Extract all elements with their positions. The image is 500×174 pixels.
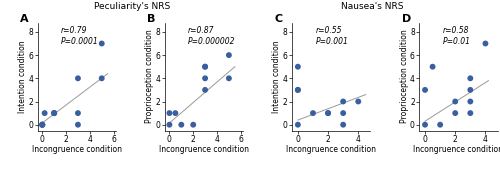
Text: r=0.55
P=0.001: r=0.55 P=0.001 <box>316 26 348 46</box>
Point <box>482 42 490 45</box>
Point <box>98 42 106 45</box>
Point <box>428 65 436 68</box>
Point <box>98 77 106 80</box>
Y-axis label: Intention condition: Intention condition <box>272 40 281 113</box>
Point <box>189 123 197 126</box>
Text: r=0.58
P=0.01: r=0.58 P=0.01 <box>442 26 470 46</box>
Point <box>339 100 347 103</box>
Point <box>40 112 48 114</box>
Text: C: C <box>274 14 282 24</box>
Text: r=0.87
P=0.000002: r=0.87 P=0.000002 <box>188 26 236 46</box>
Point <box>172 112 179 114</box>
X-axis label: Incongruence condition: Incongruence condition <box>159 145 249 154</box>
Point <box>451 112 459 114</box>
Point <box>74 77 82 80</box>
X-axis label: Incongruence condition: Incongruence condition <box>414 145 500 154</box>
Point <box>166 112 173 114</box>
Point <box>466 77 474 80</box>
Point <box>309 112 317 114</box>
Point <box>50 112 58 114</box>
Point <box>74 123 82 126</box>
Point <box>294 89 302 91</box>
Point <box>38 123 46 126</box>
Point <box>354 100 362 103</box>
Text: A: A <box>20 14 29 24</box>
Text: D: D <box>402 14 411 24</box>
Point <box>339 123 347 126</box>
Point <box>38 123 46 126</box>
Point <box>178 123 186 126</box>
Y-axis label: Intention condition: Intention condition <box>18 40 27 113</box>
Point <box>74 112 82 114</box>
Point <box>201 77 209 80</box>
Point <box>38 123 46 126</box>
Point <box>38 123 46 126</box>
Point <box>339 112 347 114</box>
Point <box>324 112 332 114</box>
Point <box>466 89 474 91</box>
Point <box>466 100 474 103</box>
Point <box>166 123 173 126</box>
X-axis label: Incongruence condition: Incongruence condition <box>32 145 122 154</box>
Text: Nausea's NRS: Nausea's NRS <box>341 2 404 11</box>
Point <box>324 112 332 114</box>
Y-axis label: Proprioception condition: Proprioception condition <box>400 30 408 123</box>
Point <box>294 89 302 91</box>
Point <box>50 112 58 114</box>
Point <box>201 65 209 68</box>
X-axis label: Incongruence condition: Incongruence condition <box>286 145 376 154</box>
Point <box>421 89 429 91</box>
Point <box>451 100 459 103</box>
Point <box>466 112 474 114</box>
Point <box>50 112 58 114</box>
Point <box>421 123 429 126</box>
Point <box>201 65 209 68</box>
Text: B: B <box>148 14 156 24</box>
Point <box>294 65 302 68</box>
Point <box>225 54 233 57</box>
Point <box>225 77 233 80</box>
Point <box>294 123 302 126</box>
Text: Peculiarity's NRS: Peculiarity's NRS <box>94 2 170 11</box>
Point <box>436 123 444 126</box>
Y-axis label: Proprioception condition: Proprioception condition <box>145 30 154 123</box>
Text: r=0.79
P=0.0001: r=0.79 P=0.0001 <box>61 26 99 46</box>
Point <box>201 89 209 91</box>
